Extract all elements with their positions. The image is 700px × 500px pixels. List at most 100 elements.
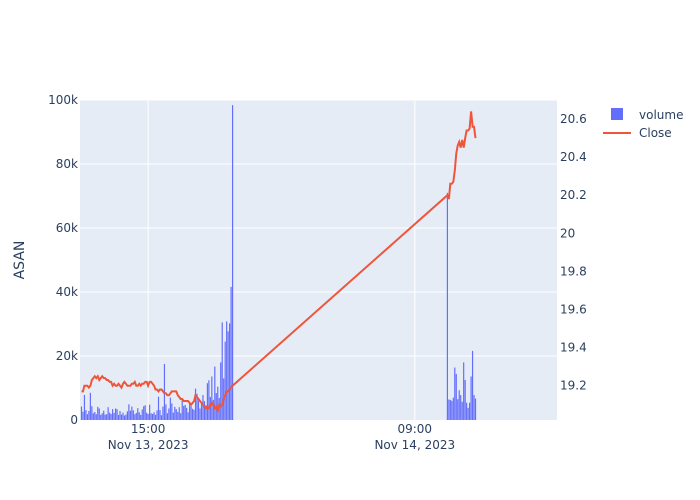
y-left-tick-label: 20k: [56, 349, 78, 363]
x-ticks: 15:00 Nov 13, 2023 09:00 Nov 14, 2023: [108, 422, 455, 452]
y-right-tick-label: 20.6: [560, 112, 587, 126]
volume-bar-74: [190, 406, 192, 420]
volume-bar-8: [92, 413, 94, 420]
volume-bar-79: [197, 400, 200, 420]
volume-bar-19: [109, 412, 111, 420]
legend-close-label[interactable]: Close: [639, 126, 672, 140]
volume-bar-82: [202, 395, 204, 420]
volume-bar-87: [209, 396, 211, 420]
volume-bar-67: [180, 413, 182, 420]
volume-bar-28: [122, 412, 124, 420]
y-left-tick-label: 100k: [48, 93, 78, 107]
volume-bar-89: [212, 399, 214, 420]
volume-bar-104: [448, 399, 450, 420]
volume-bar-5: [88, 411, 90, 420]
volume-bar-70: [184, 404, 186, 420]
y-left-tick-label: 60k: [56, 221, 78, 235]
volume-bar-15: [103, 410, 105, 420]
volume-bar-60: [169, 397, 171, 420]
volume-bar-40: [140, 414, 142, 420]
volume-bar-46: [149, 404, 151, 420]
volume-bar-2: [83, 395, 86, 420]
volume-bar-42: [143, 406, 145, 420]
volume-bars: [80, 105, 477, 421]
volume-bar-66: [178, 407, 180, 420]
volume-bar-3: [85, 410, 87, 420]
y-right-tick-label: 19.8: [560, 264, 587, 278]
volume-bar-13: [100, 414, 102, 420]
x-tick-date-label: Nov 13, 2023: [108, 438, 189, 452]
volume-bar-1: [82, 411, 84, 420]
volume-bar-115: [464, 380, 466, 420]
volume-bar-34: [131, 406, 133, 420]
volume-bar-63: [174, 406, 176, 420]
volume-bar-53: [159, 410, 161, 420]
volume-bar-105: [449, 399, 451, 420]
volume-bar-76: [193, 409, 195, 420]
volume-bar-27: [120, 414, 123, 420]
volume-bar-119: [470, 376, 472, 420]
volume-bar-16: [104, 414, 106, 420]
volume-bar-72: [187, 412, 189, 420]
volume-bar-112: [460, 395, 462, 420]
volume-bar-0: [80, 406, 83, 420]
y-right-tick-label: 19.2: [560, 379, 587, 393]
y-axis-title: ASAN: [12, 241, 28, 280]
volume-bar-106: [451, 400, 453, 420]
volume-bar-121: [473, 395, 475, 420]
volume-bar-94: [220, 362, 222, 420]
x-tick-time-label: 09:00: [397, 422, 432, 436]
volume-bar-37: [135, 412, 137, 420]
volume-bar-18: [107, 407, 109, 420]
volume-bar-31: [126, 411, 128, 420]
volume-bar-122: [474, 398, 477, 420]
legend-volume-swatch[interactable]: [611, 108, 623, 120]
volume-bar-30: [125, 414, 127, 420]
volume-bar-32: [128, 404, 130, 420]
y-right-ticks: 19.2 19.4 19.6 19.8 20 20.2 20.4 20.6: [560, 112, 587, 393]
volume-bar-59: [168, 408, 170, 420]
volume-bar-41: [141, 409, 143, 420]
volume-bar-49: [153, 412, 155, 420]
volume-bar-11: [97, 406, 99, 420]
volume-bar-58: [166, 413, 168, 420]
volume-bar-68: [181, 398, 183, 420]
volume-bar-111: [458, 390, 460, 420]
volume-bar-17: [106, 414, 108, 420]
volume-bar-64: [175, 409, 177, 420]
volume-bar-117: [467, 407, 469, 420]
volume-bar-120: [471, 350, 474, 420]
volume-bar-36: [134, 414, 136, 420]
volume-bar-14: [101, 413, 103, 420]
legend-volume-label[interactable]: volume: [639, 108, 683, 122]
volume-bar-65: [177, 412, 179, 420]
y-right-tick-label: 20: [560, 226, 575, 240]
x-tick-time-label: 15:00: [131, 422, 166, 436]
volume-bar-22: [113, 412, 115, 420]
volume-bar-51: [156, 410, 158, 420]
volume-bar-62: [172, 412, 174, 420]
y-right-tick-label: 20.2: [560, 188, 587, 202]
volume-bar-80: [199, 408, 201, 420]
volume-bar-73: [189, 403, 191, 420]
volume-bar-48: [151, 413, 154, 420]
volume-bar-33: [129, 410, 131, 420]
volume-bar-12: [98, 408, 100, 420]
y-left-tick-label: 80k: [56, 157, 78, 171]
close-line: [81, 111, 477, 414]
volume-bar-6: [89, 392, 91, 420]
volume-bar-102: [231, 105, 234, 421]
volume-bar-90: [214, 366, 216, 420]
volume-bar-97: [224, 341, 226, 420]
y-left-tick-label: 0: [70, 413, 78, 427]
y-right-tick-label: 20.4: [560, 150, 587, 164]
volume-bar-69: [183, 405, 185, 420]
y-right-tick-label: 19.4: [560, 341, 587, 355]
volume-bar-24: [116, 409, 118, 420]
volume-bar-114: [463, 362, 465, 420]
legend: volume Close: [603, 108, 683, 140]
volume-bar-52: [157, 396, 160, 420]
volume-bar-108: [454, 367, 456, 420]
volume-bar-77: [194, 388, 197, 420]
